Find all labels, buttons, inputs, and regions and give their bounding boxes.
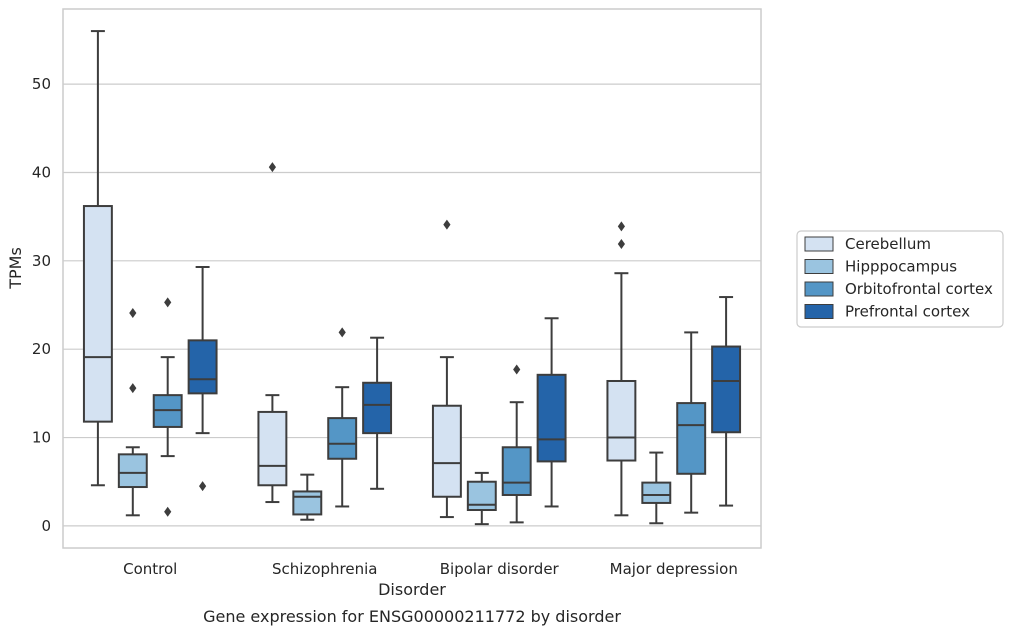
- y-tick-label: 20: [32, 340, 51, 358]
- legend-label: Hipppocampus: [845, 258, 957, 276]
- box-iqr: [187, 339, 218, 395]
- box-prefrontal-cortex-bipolar-disorder: [536, 317, 567, 508]
- box-iqr: [676, 402, 707, 475]
- y-tick-label: 50: [32, 75, 51, 93]
- box-prefrontal-cortex-major-depression: [711, 296, 742, 507]
- box-cerebellum-schizophrenia: [257, 162, 288, 504]
- box-iqr: [362, 381, 393, 435]
- box-iqr: [82, 205, 113, 423]
- box-iqr: [431, 404, 462, 498]
- x-tick-label: Major depression: [610, 560, 738, 578]
- legend-frame: [796, 230, 1004, 328]
- box-cerebellum-bipolar-disorder: [431, 219, 462, 519]
- outlier-point: [129, 383, 137, 394]
- box-iqr: [536, 373, 567, 463]
- outlier-point: [443, 219, 451, 230]
- box-iqr: [117, 453, 148, 489]
- box-iqr: [641, 481, 672, 504]
- x-tick-label: Schizophrenia: [272, 560, 377, 578]
- outlier-point: [338, 327, 346, 338]
- legend-swatch: [804, 304, 834, 319]
- legend-swatch: [804, 281, 834, 297]
- legend-label: Prefrontal cortex: [845, 303, 970, 321]
- box-orbitofrontal-cortex-control: [152, 297, 183, 517]
- legend-swatch: [804, 236, 834, 252]
- legend-swatch: [804, 259, 834, 274]
- box-iqr: [327, 417, 358, 460]
- box-iqr: [711, 345, 742, 434]
- legend-label: Orbitofrontal cortex: [845, 280, 993, 298]
- outlier-point: [129, 307, 137, 318]
- box-hipppocampus-bipolar-disorder: [466, 471, 497, 526]
- y-tick-label: 0: [41, 517, 51, 535]
- box-hipppocampus-control: [117, 307, 148, 517]
- legend: Cerebellum Hipppocampus Orbitofrontal cort…: [796, 230, 1004, 328]
- gridlines: [63, 83, 761, 527]
- box-iqr: [257, 410, 288, 487]
- y-tick-label: 30: [32, 252, 51, 270]
- outlier-point: [513, 364, 521, 375]
- box-iqr: [466, 480, 497, 512]
- y-tick-label: 10: [32, 429, 51, 447]
- box-orbitofrontal-cortex-bipolar-disorder: [501, 364, 532, 524]
- box-prefrontal-cortex-control: [187, 266, 218, 492]
- box-iqr: [606, 379, 637, 462]
- x-tick-label: Control: [123, 560, 177, 578]
- box-iqr: [292, 490, 323, 516]
- box-orbitofrontal-cortex-schizophrenia: [327, 327, 358, 508]
- y-axis-label: TPMs: [6, 247, 25, 290]
- box-prefrontal-cortex-schizophrenia: [362, 336, 393, 490]
- box-hipppocampus-major-depression: [641, 451, 672, 525]
- outlier-point: [617, 221, 625, 232]
- outlier-point: [164, 506, 172, 517]
- x-axis-label: Disorder: [378, 580, 446, 599]
- x-tick-label: Bipolar disorder: [440, 560, 560, 578]
- chart-caption: Gene expression for ENSG00000211772 by d…: [203, 607, 621, 626]
- outlier-point: [268, 162, 276, 173]
- legend-label: Cerebellum: [845, 235, 931, 253]
- axes-frame: [62, 8, 762, 549]
- y-tick-label: 40: [32, 163, 51, 181]
- plot-border: [62, 8, 762, 549]
- box-iqr: [501, 446, 532, 496]
- x-axis-ticks: Control Schizophrenia Bipolar disorder Majo…: [123, 560, 738, 578]
- box-cerebellum-major-depression: [606, 221, 637, 517]
- outlier-point: [617, 239, 625, 250]
- y-axis-ticks: 0 10 20 30 40 50: [32, 75, 51, 535]
- outlier-point: [164, 297, 172, 308]
- box-hipppocampus-schizophrenia: [292, 473, 323, 521]
- plot-area: [82, 30, 742, 526]
- box-cerebellum-control: [82, 30, 113, 487]
- box-orbitofrontal-cortex-major-depression: [676, 331, 707, 514]
- outlier-point: [199, 481, 207, 492]
